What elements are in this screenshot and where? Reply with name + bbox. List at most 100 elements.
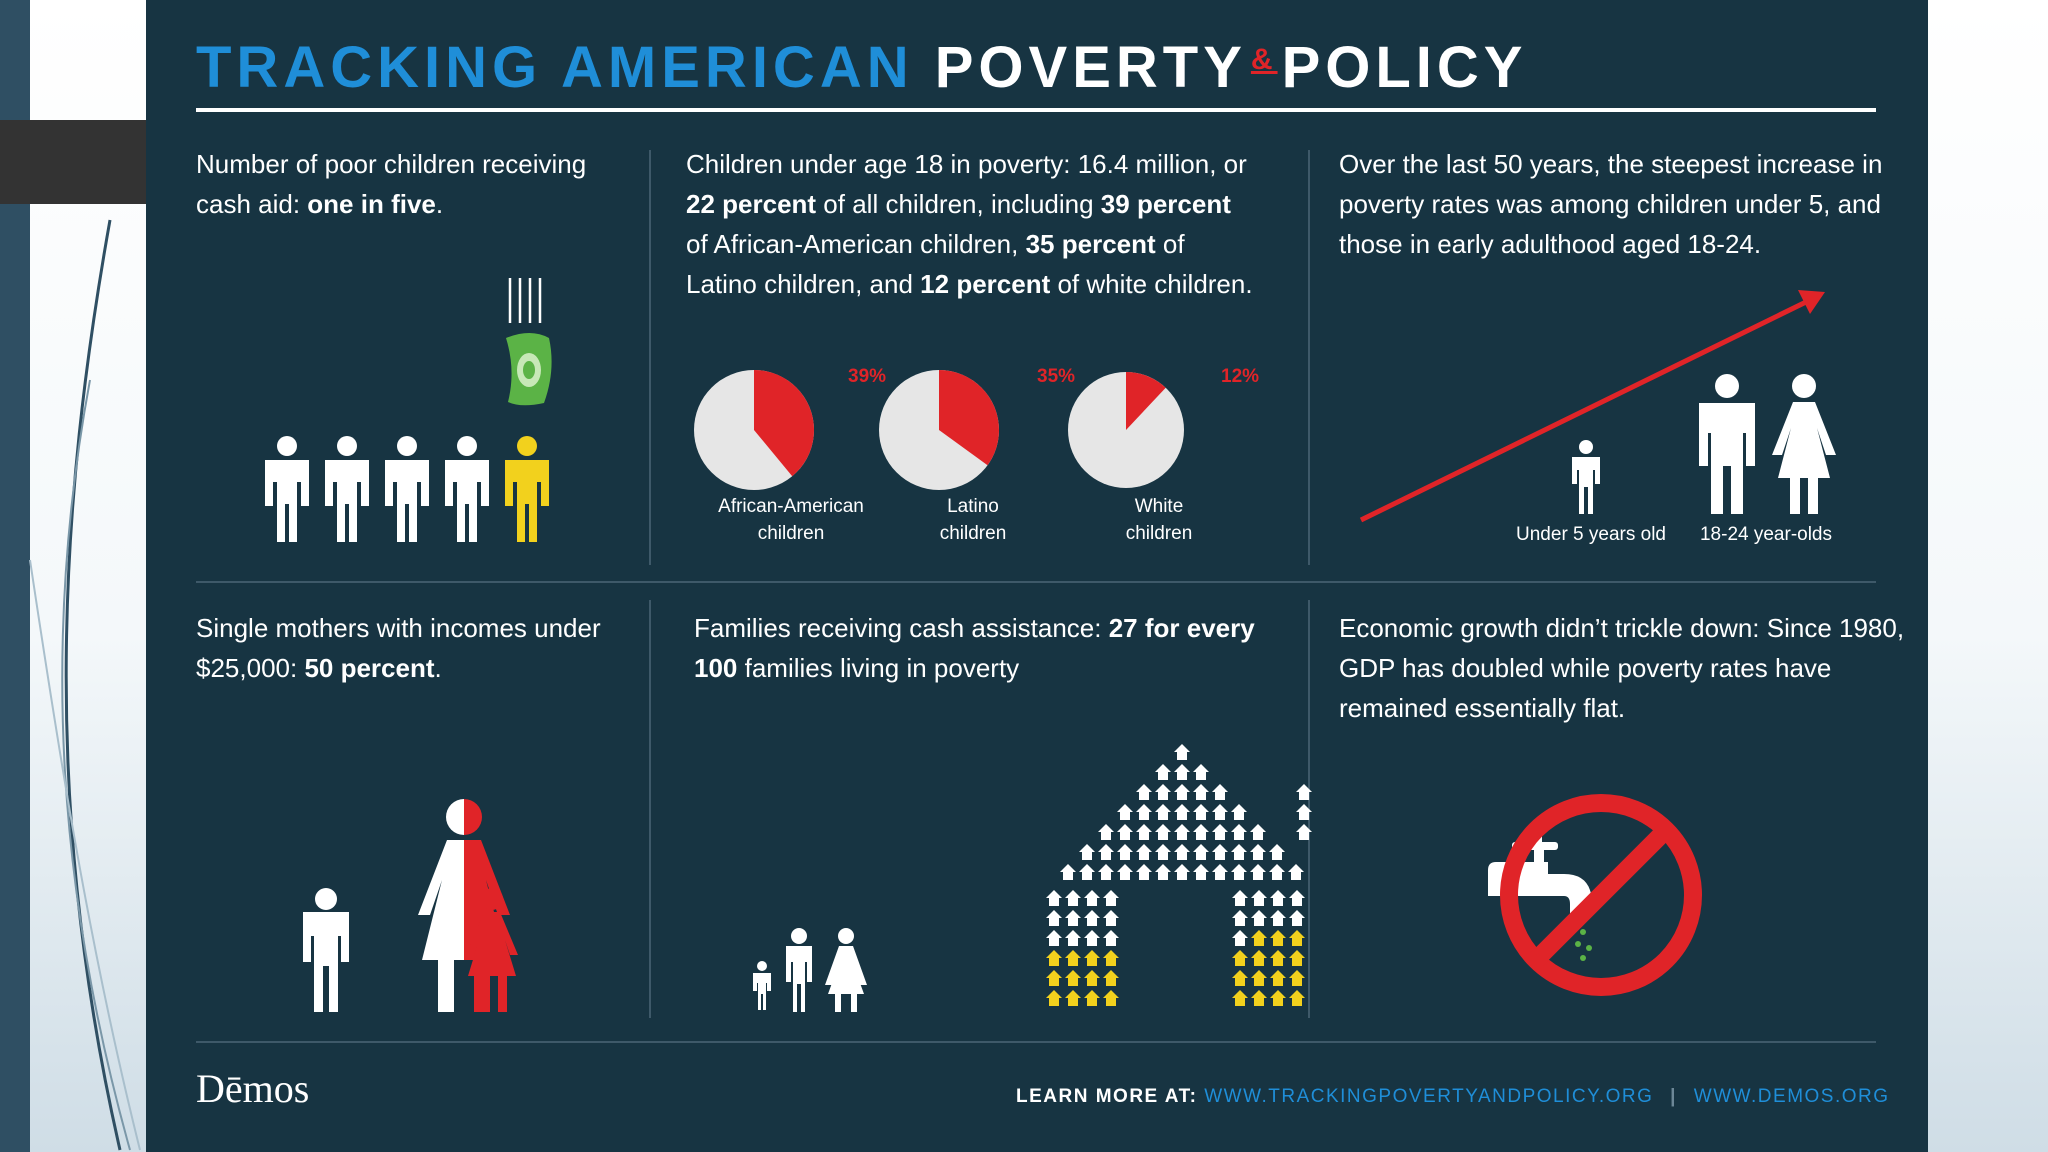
young-man-figure <box>1699 374 1755 514</box>
stat-families-cash-assistance: Families receiving cash assistance: 27 f… <box>694 613 1255 683</box>
house-icon <box>1193 864 1209 880</box>
family-mother-figure <box>825 928 867 1012</box>
house-icon <box>1193 784 1209 800</box>
stat-children-in-poverty: Children under age 18 in poverty: 16.4 m… <box>686 149 1253 299</box>
house-icon <box>1103 910 1119 926</box>
house-icon <box>1250 864 1266 880</box>
house-icon-highlighted <box>1270 990 1286 1006</box>
slide-dark-tab <box>0 120 146 204</box>
house-icon-highlighted <box>1065 970 1081 986</box>
house-icon <box>1155 824 1171 840</box>
house-icon <box>1212 804 1228 820</box>
house-icon <box>1232 930 1248 946</box>
house-icon <box>1079 864 1095 880</box>
house-icon <box>1270 910 1286 926</box>
house-icon <box>1212 784 1228 800</box>
small-child-figure <box>1572 440 1600 514</box>
house-icon <box>1174 844 1190 860</box>
house-icon <box>1046 910 1062 926</box>
house-icon <box>1288 864 1304 880</box>
house-of-houses-graphic <box>753 744 1312 1012</box>
poverty-trend-graphic <box>1359 290 1836 523</box>
house-icon <box>1155 784 1171 800</box>
house-icon <box>1098 864 1114 880</box>
prohibition-icon <box>1500 794 1702 996</box>
house-icon-highlighted <box>1103 950 1119 966</box>
house-icon <box>1136 784 1152 800</box>
pie-caption-latino: Latino children <box>939 496 1007 544</box>
house-icon <box>1231 864 1247 880</box>
house-icon-highlighted <box>1251 990 1267 1006</box>
house-icon <box>1136 824 1152 840</box>
family-father-figure <box>786 928 812 1012</box>
row-divider <box>196 581 1876 583</box>
house-icon <box>1231 844 1247 860</box>
demos-logo: Dēmos <box>196 1066 310 1111</box>
house-icon-highlighted <box>1270 950 1286 966</box>
house-icon <box>1193 764 1209 780</box>
pie-label-white: 12% <box>1221 366 1260 387</box>
house-icon <box>1289 890 1305 906</box>
house-icon-highlighted <box>1046 990 1062 1006</box>
stat-poverty-increase: Over the last 50 years, the steepest inc… <box>1339 149 1883 259</box>
house-icon-highlighted <box>1046 970 1062 986</box>
house-icon-highlighted <box>1251 930 1267 946</box>
pie-label-african-american: 39% <box>848 366 887 387</box>
house-icon <box>1065 910 1081 926</box>
house-icon-highlighted <box>1289 970 1305 986</box>
pie-slice-white <box>1126 372 1166 430</box>
house-icon <box>1084 890 1100 906</box>
house-icon <box>1296 824 1312 840</box>
house-icon-highlighted <box>1289 990 1305 1006</box>
house-icon-highlighted <box>1232 990 1248 1006</box>
house-icon <box>1065 890 1081 906</box>
label-under-5: Under 5 years old <box>1516 524 1666 545</box>
footer-divider <box>196 1041 1876 1043</box>
house-icon-highlighted <box>1084 990 1100 1006</box>
pie-slice-african-american <box>754 370 814 477</box>
house-icon <box>1270 890 1286 906</box>
pie-caption-white: White children <box>1125 496 1193 544</box>
house-icon <box>1296 804 1312 820</box>
house-icon-highlighted <box>1046 950 1062 966</box>
infographic-title: TRACKING AMERICAN POVERTY &POLICY <box>196 35 1528 100</box>
trend-arrow-icon <box>1359 290 1825 523</box>
house-icon <box>1060 864 1076 880</box>
pie-slice-latino <box>939 370 999 466</box>
house-icon <box>1117 844 1133 860</box>
house-icon <box>1174 764 1190 780</box>
daughter-figure <box>466 888 518 1012</box>
house-icon <box>1155 764 1171 780</box>
house-icon <box>1269 844 1285 860</box>
tracking-poverty-link[interactable]: WWW.TRACKINGPOVERTYANDPOLICY.ORG <box>1204 1086 1654 1107</box>
house-icon-highlighted <box>1065 950 1081 966</box>
house-icon-highlighted <box>1251 970 1267 986</box>
house-icon <box>1174 784 1190 800</box>
poverty-pie-charts <box>694 370 1184 490</box>
young-woman-figure <box>1772 374 1836 514</box>
child-figure <box>303 888 349 1012</box>
stat-cash-aid-children: Number of poor children receiving cash a… <box>196 149 587 219</box>
house-icon <box>1065 930 1081 946</box>
house-icon <box>1250 824 1266 840</box>
divider <box>1308 150 1310 565</box>
demos-link[interactable]: WWW.DEMOS.ORG <box>1693 1086 1890 1107</box>
house-icon <box>1155 844 1171 860</box>
divider <box>649 600 651 1018</box>
infographic-panel: TRACKING AMERICAN POVERTY &POLICY Number … <box>146 0 1928 1152</box>
house-icon <box>1117 864 1133 880</box>
house-icon <box>1231 824 1247 840</box>
pie-label-latino: 35% <box>1037 366 1076 387</box>
family-child-figure <box>753 961 771 1010</box>
house-icon-highlighted <box>1232 970 1248 986</box>
footer-learn-more: LEARN MORE AT: WWW.TRACKINGPOVERTYANDPOL… <box>1016 1086 1890 1107</box>
house-icon-highlighted <box>1270 970 1286 986</box>
house-icon <box>1250 844 1266 860</box>
decorative-curves <box>29 219 141 1151</box>
house-icon-highlighted <box>1289 950 1305 966</box>
house-icon <box>1174 804 1190 820</box>
house-icon <box>1232 890 1248 906</box>
divider <box>649 150 651 565</box>
house-icon-highlighted <box>1065 990 1081 1006</box>
house-icon <box>1296 784 1312 800</box>
